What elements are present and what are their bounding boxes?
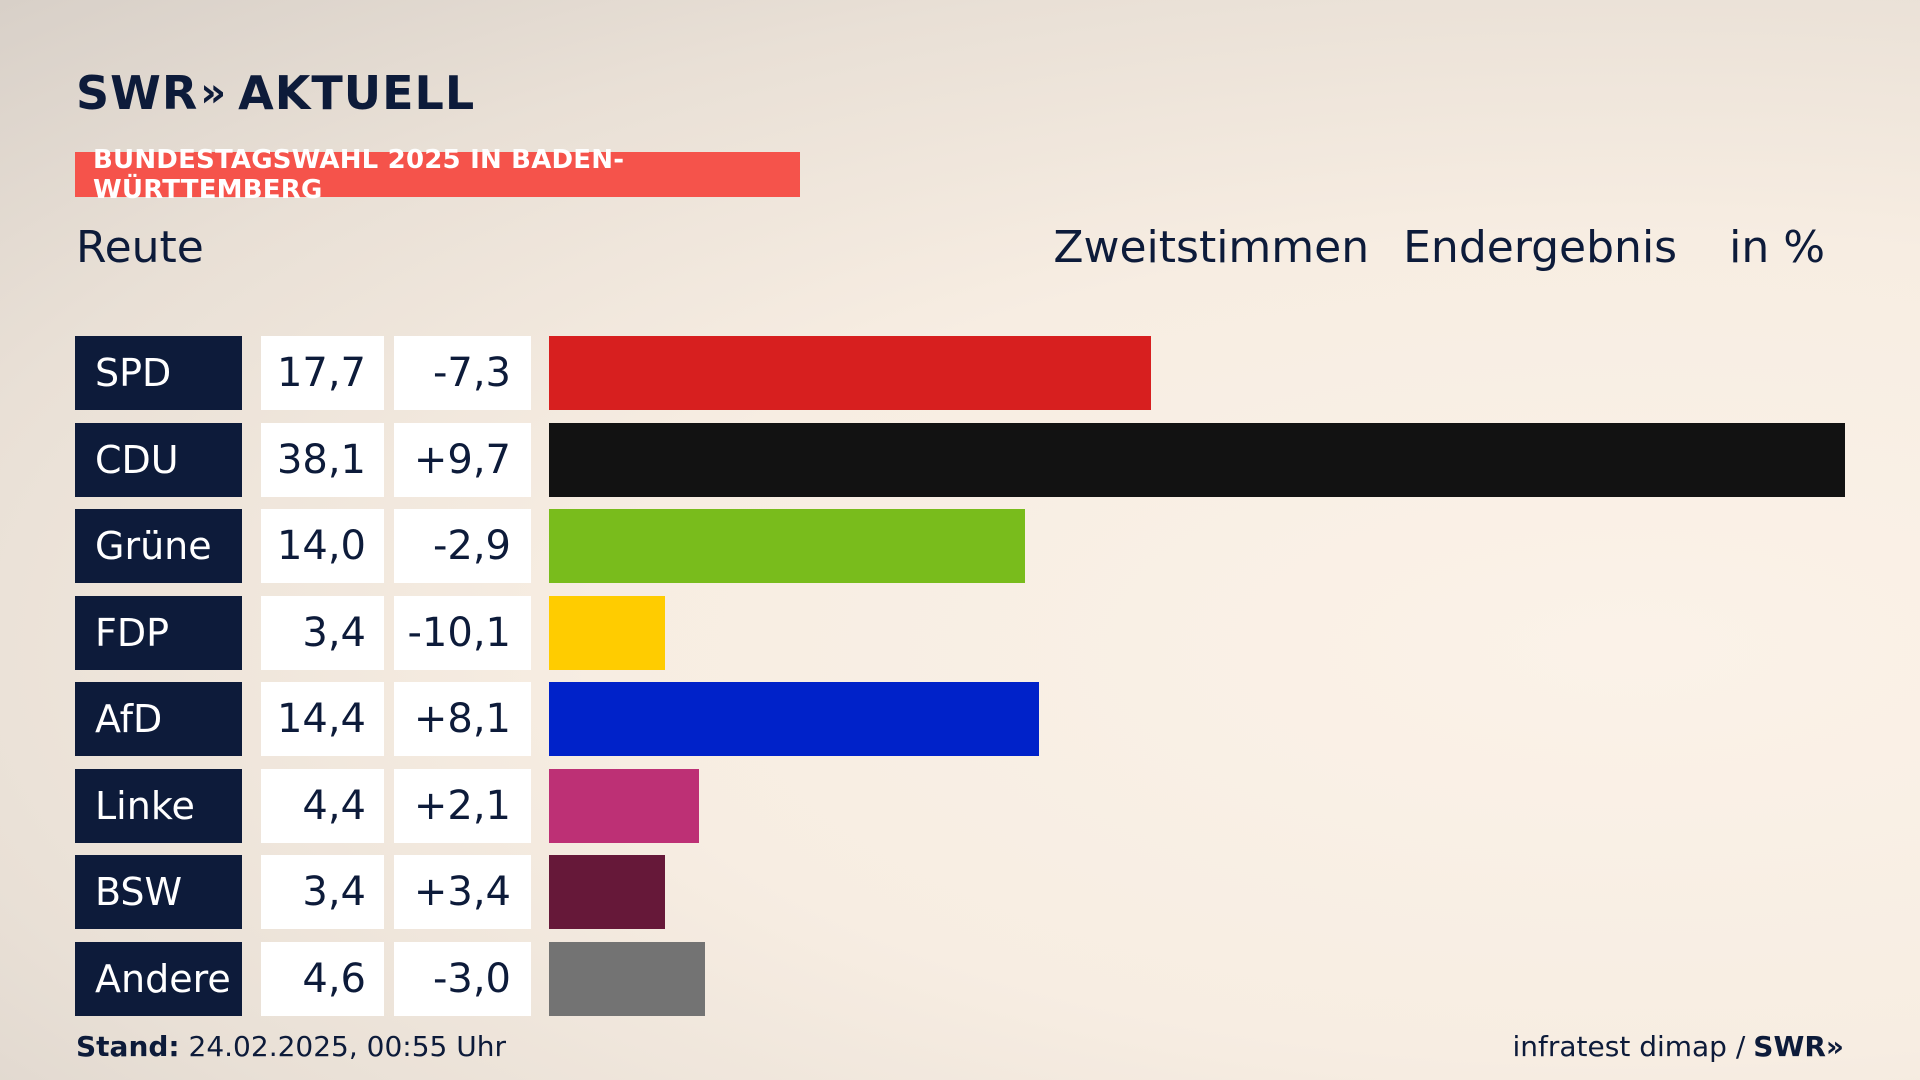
change-value: -2,9 (394, 509, 531, 583)
status-label: Endergebnis (1403, 222, 1678, 273)
party-label: BSW (75, 855, 242, 929)
vote-type-label: Zweitstimmen (1053, 222, 1370, 273)
result-row: CDU 38,1 +9,7 (75, 422, 1845, 497)
change-value: -7,3 (394, 336, 531, 410)
party-label: Grüne (75, 509, 242, 583)
change-value: +2,1 (394, 768, 531, 843)
change-value: -10,1 (394, 595, 531, 670)
percent-value: 38,1 (261, 422, 384, 497)
result-bar (549, 941, 705, 1016)
percent-value: 3,4 (261, 855, 384, 929)
result-row: BSW 3,4 +3,4 (75, 855, 1845, 929)
percent-value: 4,4 (261, 768, 384, 843)
percent-value: 17,7 (261, 336, 384, 410)
party-label: AfD (75, 682, 242, 756)
percent-value: 14,4 (261, 682, 384, 756)
result-bar (549, 336, 1151, 410)
result-row: AfD 14,4 +8,1 (75, 682, 1845, 756)
logo-swr: SWR (76, 66, 199, 120)
logo-aktuell: AKTUELL (238, 66, 476, 120)
source-text: infratest dimap / (1512, 1030, 1746, 1063)
timestamp: Stand: 24.02.2025, 00:55 Uhr (76, 1030, 506, 1063)
change-value: +9,7 (394, 422, 531, 497)
percent-value: 14,0 (261, 509, 384, 583)
result-row: Andere 4,6 -3,0 (75, 941, 1845, 1016)
result-row: Grüne 14,0 -2,9 (75, 509, 1845, 583)
stand-label: Stand: (76, 1030, 180, 1063)
result-bar (549, 682, 1039, 756)
chart-header: Zweitstimmen Endergebnis in % (1053, 222, 1825, 273)
percent-value: 4,6 (261, 941, 384, 1016)
result-bar (549, 768, 699, 843)
party-label: Linke (75, 768, 242, 843)
party-label: Andere (75, 941, 242, 1016)
change-value: +8,1 (394, 682, 531, 756)
result-row: Linke 4,4 +2,1 (75, 768, 1845, 843)
result-row: FDP 3,4 -10,1 (75, 595, 1845, 670)
election-banner: BUNDESTAGSWAHL 2025 IN BADEN-WÜRTTEMBERG (75, 145, 800, 205)
party-label: FDP (75, 595, 242, 670)
change-value: +3,4 (394, 855, 531, 929)
result-row: SPD 17,7 -7,3 (75, 336, 1845, 410)
result-bar (549, 422, 1845, 497)
result-bar (549, 509, 1025, 583)
logo-chevron-icon: » (200, 70, 226, 116)
change-value: -3,0 (394, 941, 531, 1016)
party-label: CDU (75, 422, 242, 497)
source-credit: infratest dimap / SWR» (1512, 1030, 1844, 1063)
party-label: SPD (75, 336, 242, 410)
source-brand: SWR» (1753, 1030, 1844, 1063)
stand-value: 24.02.2025, 00:55 Uhr (188, 1030, 506, 1063)
region-title: Reute (76, 222, 204, 273)
percent-value: 3,4 (261, 595, 384, 670)
result-bar (549, 595, 665, 670)
swr-aktuell-logo: SWR » AKTUELL (76, 66, 475, 120)
result-bar (549, 855, 665, 929)
unit-label: in % (1729, 222, 1825, 273)
